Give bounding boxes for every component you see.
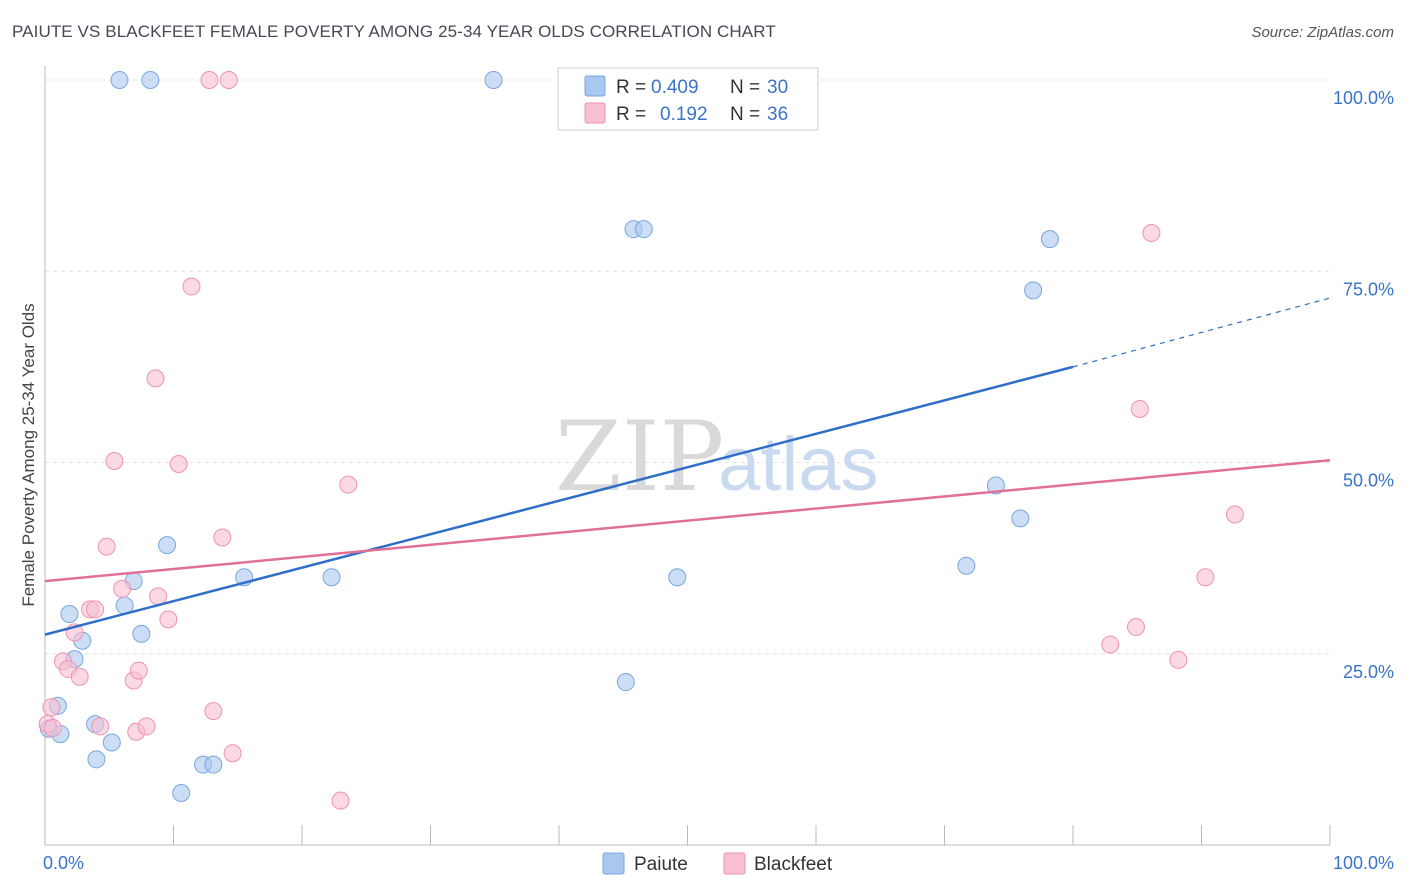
legend-swatch-blackfeet <box>584 102 606 124</box>
point-blackfeet-9 <box>113 579 132 598</box>
trend-line-extension-paiute <box>1072 297 1331 368</box>
series-legend: Paiute Blackfeet <box>602 852 833 875</box>
chart-title: PAIUTE VS BLACKFEET FEMALE POVERTY AMONG… <box>12 22 776 41</box>
point-blackfeet-34 <box>1169 650 1188 669</box>
point-blackfeet-3 <box>146 369 165 388</box>
point-blackfeet-29 <box>1130 399 1149 418</box>
point-blackfeet-19 <box>129 661 148 680</box>
point-blackfeet-28 <box>1142 224 1161 242</box>
point-paiute-0 <box>110 71 129 89</box>
point-paiute-21 <box>204 755 223 774</box>
point-paiute-4 <box>634 220 653 239</box>
legend-n-value-paiute: 30 <box>767 77 788 98</box>
grid-lines <box>45 79 1330 655</box>
y-tick-labels: 100.0% 75.0% 50.0% 25.0% <box>1333 88 1394 682</box>
point-blackfeet-17 <box>70 667 89 686</box>
point-blackfeet-32 <box>1126 617 1145 636</box>
source-credit: Source: ZipAtlas.com <box>1251 24 1394 41</box>
y-tick-label-2: 50.0% <box>1343 471 1394 491</box>
point-blackfeet-2 <box>182 277 201 296</box>
point-paiute-6 <box>1024 281 1043 300</box>
point-blackfeet-1 <box>219 71 238 89</box>
point-blackfeet-12 <box>86 600 105 619</box>
point-blackfeet-22 <box>91 717 110 736</box>
point-blackfeet-5 <box>169 455 188 474</box>
point-blackfeet-8 <box>97 537 116 556</box>
legend-n-label-blackfeet: N = <box>730 104 760 125</box>
point-paiute-29 <box>172 783 191 802</box>
y-tick-label-0: 100.0% <box>1333 88 1394 108</box>
point-paiute-2 <box>484 71 503 89</box>
legend-swatch-paiute <box>584 75 606 97</box>
x-tick-label-1: 100.0% <box>1333 853 1394 873</box>
point-blackfeet-31 <box>1196 568 1215 587</box>
point-blackfeet-27 <box>331 791 350 810</box>
x-tick-label-0: 0.0% <box>43 853 84 873</box>
y-tick-label-1: 75.0% <box>1343 279 1394 299</box>
legend-r-label-blackfeet: R = <box>616 104 646 125</box>
legend-r-value-paiute: 0.409 <box>651 77 699 98</box>
point-paiute-19 <box>158 536 177 555</box>
point-blackfeet-7 <box>213 528 232 547</box>
trend-lines <box>44 297 1331 636</box>
point-blackfeet-24 <box>137 717 156 736</box>
series-legend-swatch-paiute <box>602 852 625 875</box>
series-legend-label-paiute: Paiute <box>634 854 688 875</box>
point-blackfeet-13 <box>159 610 178 629</box>
watermark: ZIP atlas <box>555 401 879 513</box>
point-paiute-18 <box>132 624 151 643</box>
point-blackfeet-35 <box>43 718 62 737</box>
point-paiute-10 <box>60 604 79 623</box>
point-paiute-14 <box>87 750 106 769</box>
watermark-atlas: atlas <box>718 422 879 507</box>
point-blackfeet-26 <box>223 744 242 763</box>
point-blackfeet-33 <box>1101 635 1120 654</box>
correlation-legend: R = 0.409 N = 30 R = 0.192 N = 36 <box>557 67 819 131</box>
legend-n-label-paiute: N = <box>730 77 760 98</box>
series-legend-swatch-blackfeet <box>723 852 746 875</box>
series-legend-label-blackfeet: Blackfeet <box>754 854 833 875</box>
x-tick-labels: 0.0% 100.0% <box>43 853 1394 873</box>
point-paiute-5 <box>1040 230 1059 249</box>
legend-r-label-paiute: R = <box>616 77 646 98</box>
trend-line-blackfeet <box>44 458 1331 583</box>
y-axis-label: Female Poverty Among 25-34 Year Olds <box>19 303 38 606</box>
axes <box>44 66 1331 846</box>
y-tick-label-3: 25.0% <box>1343 662 1394 682</box>
point-paiute-23 <box>322 568 341 587</box>
point-paiute-1 <box>141 71 160 89</box>
legend-r-value-blackfeet: 0.192 <box>660 104 708 125</box>
point-paiute-15 <box>102 733 121 752</box>
point-blackfeet-10 <box>149 587 168 606</box>
point-blackfeet-0 <box>200 71 219 89</box>
point-paiute-26 <box>957 556 976 575</box>
point-paiute-27 <box>986 476 1005 495</box>
point-paiute-25 <box>668 568 687 587</box>
point-blackfeet-30 <box>1225 505 1244 524</box>
data-points <box>38 71 1244 810</box>
point-blackfeet-6 <box>339 475 358 494</box>
point-paiute-28 <box>1011 509 1030 528</box>
point-blackfeet-20 <box>42 698 61 717</box>
point-blackfeet-4 <box>105 451 124 470</box>
trend-line-paiute <box>44 365 1074 636</box>
legend-n-value-blackfeet: 36 <box>767 104 788 125</box>
point-paiute-24 <box>616 673 635 692</box>
point-blackfeet-25 <box>204 702 223 721</box>
